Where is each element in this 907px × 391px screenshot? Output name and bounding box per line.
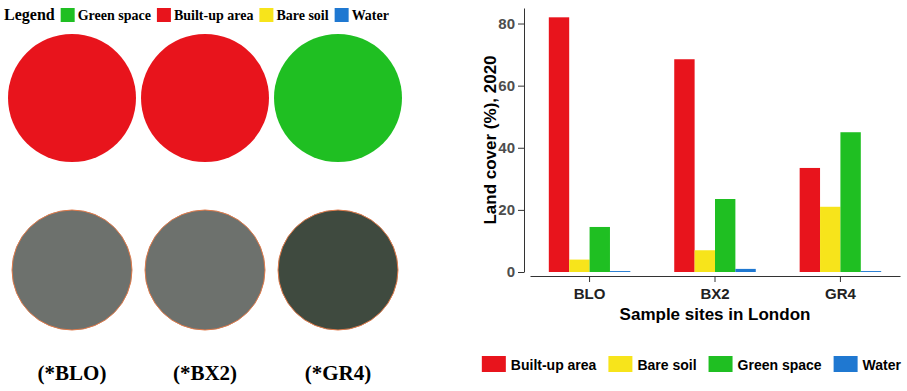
- y-tick-label: 40: [498, 139, 515, 156]
- x-tick-label: BX2: [700, 285, 729, 302]
- x-tick: BX2: [700, 276, 729, 302]
- land-cover-map: [274, 34, 402, 162]
- x-tick-label: BLO: [574, 285, 606, 302]
- y-axis: 0 20 40 60 80: [498, 9, 524, 281]
- bar: [569, 260, 589, 272]
- map-legend-label: Green space: [78, 8, 151, 23]
- legend-swatch: [482, 356, 506, 372]
- y-tick: 80: [498, 15, 524, 32]
- map-legend-title: Legend: [4, 6, 55, 24]
- bar: [820, 207, 840, 272]
- y-tick-mark: [518, 272, 524, 273]
- y-tick: 20: [498, 201, 524, 218]
- satellite-image: [145, 210, 265, 330]
- legend-label: Water: [863, 357, 902, 373]
- site-label: (*BX2): [173, 361, 237, 385]
- bar: [840, 132, 860, 272]
- legend: Built-up area Bare soil Green space Water: [482, 356, 902, 373]
- land-cover-map: [141, 34, 269, 162]
- bar: [549, 17, 569, 272]
- legend-swatch: [709, 356, 733, 372]
- map-legend-swatch: [61, 8, 75, 22]
- bar: [800, 168, 820, 272]
- bar: [735, 269, 755, 272]
- y-tick-label: 20: [498, 201, 515, 218]
- legend-label: Bare soil: [637, 357, 696, 373]
- y-tick: 60: [498, 77, 524, 94]
- map-legend-label: Bare soil: [276, 8, 328, 23]
- bar: [861, 271, 881, 272]
- legend-swatch: [608, 356, 632, 372]
- map-legend-label: Water: [352, 8, 389, 23]
- y-tick-label: 60: [498, 77, 515, 94]
- bar: [610, 271, 630, 272]
- bar: [715, 199, 735, 272]
- map-legend-swatch: [259, 8, 273, 22]
- bar: [674, 59, 694, 272]
- figure: Legend Green space Built-up area Bare soil W…: [0, 0, 907, 391]
- site-label: (*BLO): [38, 361, 107, 385]
- y-tick-mark: [518, 148, 524, 149]
- satellite-image: [278, 210, 398, 330]
- y-tick-label: 0: [507, 263, 515, 280]
- y-tick-mark: [518, 24, 524, 25]
- x-tick-label: GR4: [825, 285, 857, 302]
- bar: [590, 227, 610, 272]
- bar: [695, 250, 715, 272]
- bars: [549, 17, 881, 272]
- y-tick: 0: [507, 263, 524, 280]
- map-legend-swatch: [335, 8, 349, 22]
- land-cover-map: [8, 34, 136, 162]
- y-tick-mark: [518, 210, 524, 211]
- map-legend-label: Built-up area: [174, 8, 253, 23]
- x-tick: BLO: [574, 276, 606, 302]
- y-tick-mark: [518, 86, 524, 87]
- x-tick: GR4: [825, 276, 857, 302]
- y-axis-title: Land cover (%), 2020: [481, 55, 500, 224]
- legend-label: Built-up area: [511, 357, 597, 373]
- map-legend-swatch: [157, 8, 171, 22]
- x-axis: BLO BX2 GR4: [531, 276, 901, 302]
- y-tick: 40: [498, 139, 524, 156]
- x-axis-title: Sample sites in London: [620, 305, 811, 324]
- x-tick-mark: [589, 276, 590, 282]
- site-label: (*GR4): [305, 361, 372, 385]
- y-axis-line: [524, 9, 525, 273]
- satellite-image: [12, 210, 132, 330]
- x-tick-mark: [715, 276, 716, 282]
- map-legend: Legend Green space Built-up area Bare soil W…: [4, 6, 389, 24]
- legend-label: Green space: [738, 357, 822, 373]
- x-tick-mark: [840, 276, 841, 282]
- y-tick-label: 80: [498, 15, 515, 32]
- legend-swatch: [834, 356, 858, 372]
